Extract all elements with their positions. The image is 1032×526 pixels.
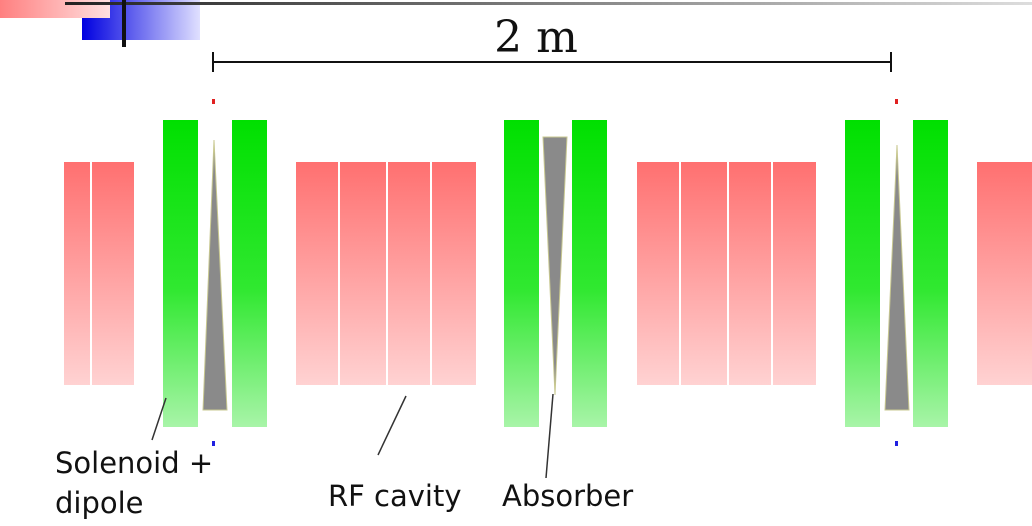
label: Solenoid + (55, 446, 213, 480)
label: dipole (55, 486, 144, 520)
label: RF cavity (328, 479, 462, 513)
rf-cavities (64, 162, 1032, 385)
slide-decoration (0, 0, 1032, 47)
leader-lines (151, 393, 554, 479)
absorbers (202, 136, 910, 411)
solenoids (163, 120, 948, 427)
scale-bar (212, 52, 892, 72)
label: Absorber (502, 479, 633, 513)
markers (212, 99, 898, 446)
scale-label: 2 m (494, 12, 578, 63)
